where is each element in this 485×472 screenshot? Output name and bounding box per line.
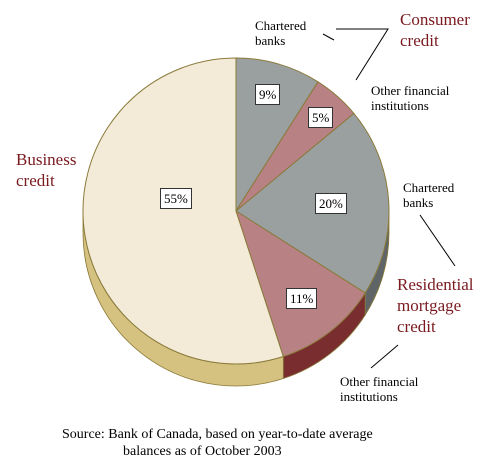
category-label-business: Business credit bbox=[16, 150, 77, 190]
sublabel-chartered-banks-consumer: Chartered banks bbox=[255, 18, 307, 48]
data-label-consumer-banks: 9% bbox=[255, 84, 281, 105]
data-label-residential-other: 11% bbox=[286, 288, 318, 309]
sublabel-other-financial-consumer: Other financial institutions bbox=[371, 83, 450, 113]
data-label-business: 55% bbox=[160, 188, 192, 209]
pie-slice-2 bbox=[235, 112, 390, 294]
sublabel-other-financial-residential: Other financial institutions bbox=[340, 374, 419, 404]
source-note: Source: Bank of Canada, based on year-to… bbox=[62, 427, 373, 459]
data-label-residential-banks: 20% bbox=[315, 193, 347, 214]
leader-lines bbox=[322, 28, 456, 369]
pie-slice-3 bbox=[235, 209, 366, 358]
pie-slice-4 bbox=[82, 57, 284, 365]
category-label-residential: Residential mortgage credit bbox=[397, 275, 474, 336]
leader-residential-other bbox=[370, 344, 399, 369]
leader-residential-banks bbox=[419, 214, 456, 267]
data-label-consumer-other: 5% bbox=[308, 107, 334, 128]
sublabel-chartered-banks-residential: Chartered banks bbox=[403, 180, 455, 210]
leader-consumer bbox=[336, 28, 389, 81]
leader-consumer-banks bbox=[322, 33, 335, 41]
category-label-consumer: Consumer credit bbox=[400, 10, 470, 50]
